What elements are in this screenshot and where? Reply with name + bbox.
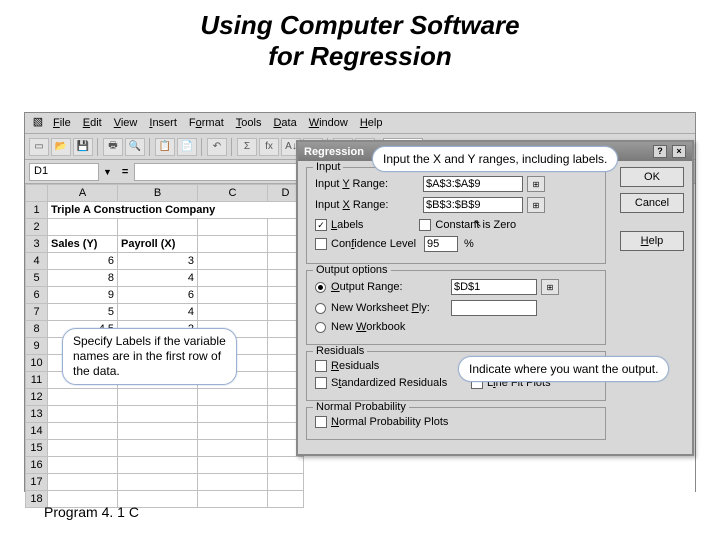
new-workbook-label: New Workbook	[331, 321, 405, 333]
range-select-icon[interactable]: ⊞	[527, 197, 545, 213]
ok-button[interactable]: OK	[620, 167, 684, 187]
range-select-icon[interactable]: ⊞	[541, 279, 559, 295]
confidence-checkbox[interactable]	[315, 238, 327, 250]
percent-label: %	[464, 238, 474, 250]
page-title: Using Computer Software for Regression	[0, 0, 720, 80]
x-range-label: Input X Range:	[315, 199, 423, 211]
cursor-icon: ↖	[473, 217, 482, 230]
sum-icon[interactable]: Σ	[237, 138, 257, 156]
input-legend: Input	[313, 161, 343, 173]
app-icon: ▧	[29, 115, 47, 131]
fx-icon[interactable]: fx	[259, 138, 279, 156]
callout-output: Indicate where you want the output.	[458, 356, 669, 382]
labels-checkbox[interactable]	[315, 219, 327, 231]
y-range-label: Input Y Range:	[315, 178, 423, 190]
col-header-b[interactable]: B	[118, 185, 198, 202]
normal-prob-checkbox[interactable]	[315, 416, 327, 428]
std-residuals-label: Standardized Residuals	[331, 377, 471, 389]
new-worksheet-input[interactable]	[451, 300, 537, 316]
confidence-input[interactable]	[424, 236, 458, 252]
corner-cell[interactable]	[26, 185, 48, 202]
equals-label: =	[122, 166, 128, 178]
copy-icon[interactable]: 📋	[155, 138, 175, 156]
cell-reference[interactable]: D1	[29, 163, 99, 181]
save-icon[interactable]: 💾	[73, 138, 93, 156]
menu-help[interactable]: Help	[354, 115, 389, 131]
figure-caption: Program 4. 1 C	[44, 504, 139, 520]
dialog-buttons: OK Cancel Help	[620, 167, 684, 251]
output-range-label: Output Range:	[331, 281, 451, 293]
x-range-input[interactable]	[423, 197, 523, 213]
regression-dialog: Regression ? × OK Cancel Help Input Inpu…	[296, 140, 694, 456]
cell-a1[interactable]: Triple A Construction Company	[48, 202, 304, 219]
output-legend: Output options	[313, 264, 391, 276]
dropdown-icon[interactable]: ▼	[103, 167, 112, 177]
new-worksheet-label: New Worksheet Ply:	[331, 302, 451, 314]
menu-edit[interactable]: Edit	[77, 115, 108, 131]
menu-format[interactable]: Format	[183, 115, 230, 131]
dialog-title: Regression	[304, 146, 364, 158]
cancel-button[interactable]: Cancel	[620, 193, 684, 213]
range-select-icon[interactable]: ⊞	[527, 176, 545, 192]
row-header[interactable]: 1	[26, 202, 48, 219]
callout-labels: Specify Labels if the variable names are…	[62, 328, 237, 385]
new-icon[interactable]: ▭	[29, 138, 49, 156]
new-worksheet-radio[interactable]	[315, 303, 326, 314]
std-residuals-checkbox[interactable]	[315, 377, 327, 389]
menu-data[interactable]: Data	[267, 115, 302, 131]
constant-zero-checkbox[interactable]	[419, 219, 431, 231]
menu-window[interactable]: Window	[303, 115, 354, 131]
menu-insert[interactable]: Insert	[143, 115, 183, 131]
residuals-checkbox[interactable]	[315, 360, 327, 372]
normal-prob-label: Normal Probability Plots	[331, 416, 448, 428]
col-header-c[interactable]: C	[198, 185, 268, 202]
labels-label: Labels	[331, 219, 363, 231]
output-range-radio[interactable]	[315, 282, 326, 293]
normal-fieldset: Normal Probability Normal Probability Pl…	[306, 407, 606, 440]
menu-file[interactable]: File	[47, 115, 77, 131]
output-range-input[interactable]	[451, 279, 537, 295]
help-button[interactable]: Help	[620, 231, 684, 251]
menu-tools[interactable]: Tools	[230, 115, 268, 131]
y-range-input[interactable]	[423, 176, 523, 192]
normal-legend: Normal Probability	[313, 401, 409, 413]
print-icon[interactable]: 🖶	[103, 138, 123, 156]
close-icon[interactable]: ×	[672, 145, 686, 158]
menu-view[interactable]: View	[108, 115, 144, 131]
paste-icon[interactable]: 📄	[177, 138, 197, 156]
output-fieldset: Output options Output Range: ⊞ New Works…	[306, 270, 606, 345]
open-icon[interactable]: 📂	[51, 138, 71, 156]
residuals-legend: Residuals	[313, 345, 367, 357]
undo-icon[interactable]: ↶	[207, 138, 227, 156]
cell-b3[interactable]: Payroll (X)	[118, 236, 198, 253]
callout-input-ranges: Input the X and Y ranges, including labe…	[372, 146, 618, 172]
cell-a3[interactable]: Sales (Y)	[48, 236, 118, 253]
new-workbook-radio[interactable]	[315, 322, 326, 333]
confidence-label: Confidence Level	[331, 238, 416, 250]
menubar: ▧ File Edit View Insert Format Tools Dat…	[25, 113, 695, 134]
help-icon[interactable]: ?	[653, 145, 667, 158]
residuals-label: Residuals	[331, 360, 471, 372]
input-fieldset: Input Input Y Range: ⊞ Input X Range: ⊞ …	[306, 167, 606, 264]
preview-icon[interactable]: 🔍	[125, 138, 145, 156]
col-header-a[interactable]: A	[48, 185, 118, 202]
